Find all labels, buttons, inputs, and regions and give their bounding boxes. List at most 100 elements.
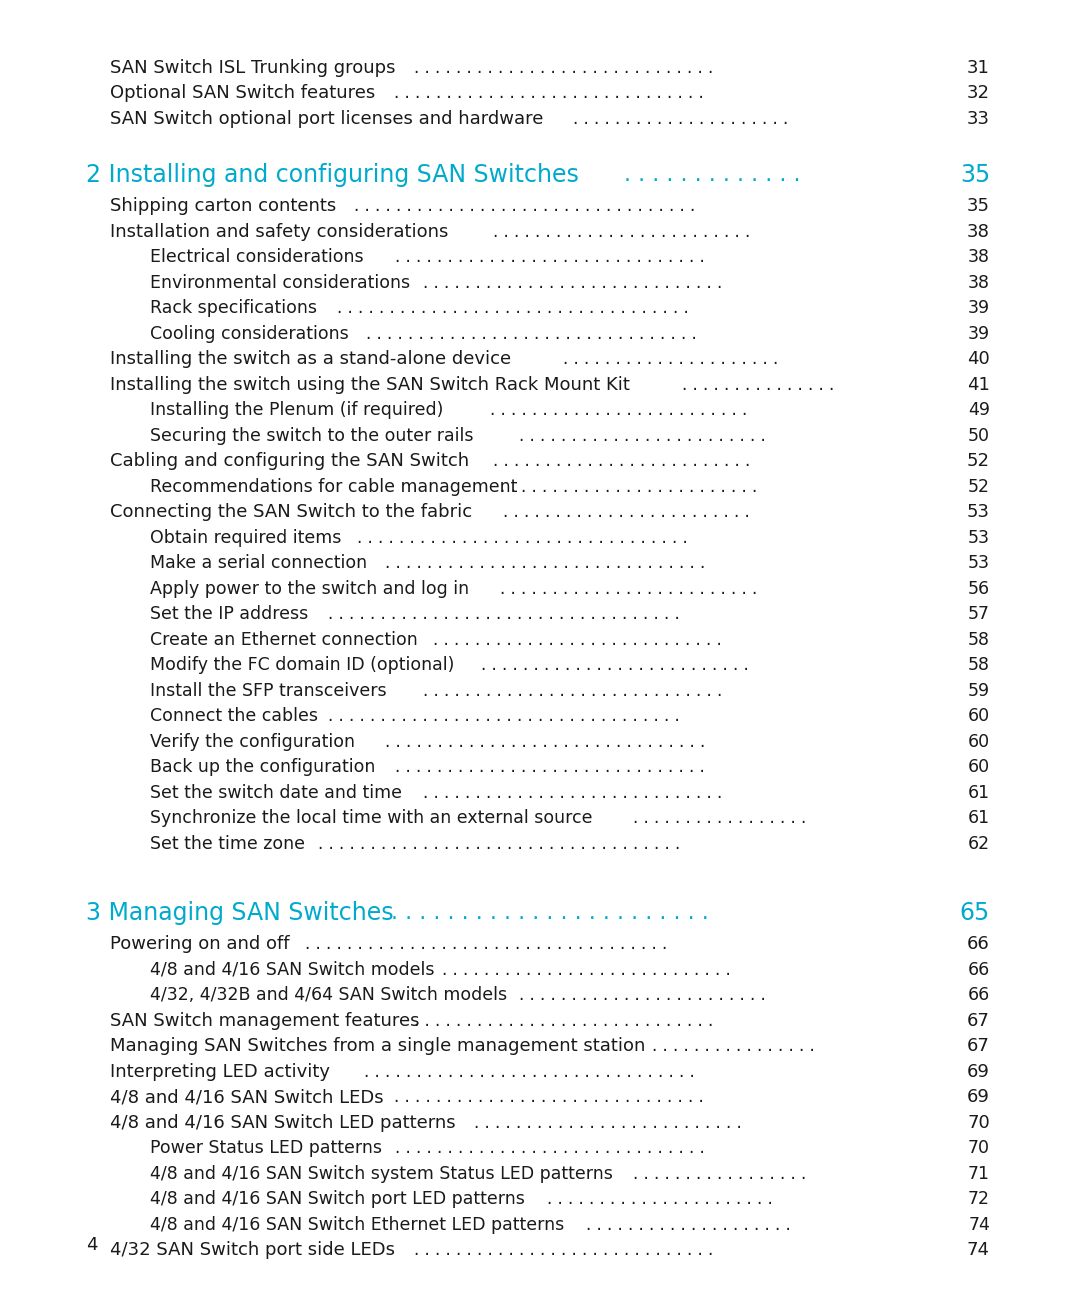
Text: 52: 52: [967, 452, 990, 470]
Text: Set the switch date and time: Set the switch date and time: [150, 784, 402, 802]
Text: . . . . . . . . . . . . . . . . . . . . . . . . . . . . . . . . . .: . . . . . . . . . . . . . . . . . . . . …: [337, 299, 694, 318]
Text: 32: 32: [967, 84, 990, 102]
Text: 67: 67: [967, 1012, 990, 1030]
Text: Recommendations for cable management: Recommendations for cable management: [150, 478, 517, 496]
Text: 33: 33: [967, 110, 990, 128]
Text: 65: 65: [960, 901, 990, 925]
Text: 69: 69: [967, 1063, 990, 1081]
Text: 31: 31: [967, 60, 990, 76]
Text: 60: 60: [968, 708, 990, 726]
Text: SAN Switch management features: SAN Switch management features: [110, 1012, 419, 1030]
Text: . . . . . . . . . . . . . . . .: . . . . . . . . . . . . . . . .: [652, 1037, 820, 1055]
Text: Back up the configuration: Back up the configuration: [150, 758, 376, 776]
Text: . . . . . . . . . . . . . . . . . . . . . . . . . . . . .: . . . . . . . . . . . . . . . . . . . . …: [423, 784, 728, 802]
Text: . . . . . . . . . . . . . . . . . . . . .: . . . . . . . . . . . . . . . . . . . . …: [572, 110, 794, 128]
Text: Rack specifications: Rack specifications: [150, 299, 318, 318]
Text: Connecting the SAN Switch to the fabric: Connecting the SAN Switch to the fabric: [110, 503, 472, 521]
Text: Optional SAN Switch features: Optional SAN Switch features: [110, 84, 375, 102]
Text: 66: 66: [968, 960, 990, 978]
Text: 50: 50: [968, 426, 990, 445]
Text: SAN Switch optional port licenses and hardware: SAN Switch optional port licenses and ha…: [110, 110, 543, 128]
Text: Apply power to the switch and log in: Apply power to the switch and log in: [150, 579, 469, 597]
Text: . . . . . . . . . . . . . . . . . . . . . . . . . . . . . . . . .: . . . . . . . . . . . . . . . . . . . . …: [354, 197, 701, 215]
Text: 61: 61: [968, 784, 990, 802]
Text: Install the SFP transceivers: Install the SFP transceivers: [150, 682, 387, 700]
Text: . . . . . . . . . . . . . . . . .: . . . . . . . . . . . . . . . . .: [634, 809, 812, 827]
Text: Cooling considerations: Cooling considerations: [150, 325, 349, 343]
Text: 70: 70: [968, 1139, 990, 1157]
Text: 62: 62: [968, 835, 990, 853]
Text: 41: 41: [967, 376, 990, 394]
Text: Connect the cables: Connect the cables: [150, 708, 318, 726]
Text: 49: 49: [968, 402, 990, 420]
Text: Set the time zone: Set the time zone: [150, 835, 305, 853]
Text: 38: 38: [968, 273, 990, 292]
Text: . . . . . . . . . . . . . . . . . . . . . . . . .: . . . . . . . . . . . . . . . . . . . . …: [494, 223, 756, 241]
Text: 69: 69: [967, 1089, 990, 1107]
Text: . . . . . . . . . . . . . . . . . . . . . . . .: . . . . . . . . . . . . . . . . . . . . …: [518, 986, 771, 1004]
Text: 39: 39: [968, 325, 990, 343]
Text: . . . . . . . . . . . . . . . . . . . . . . . . . . . . .: . . . . . . . . . . . . . . . . . . . . …: [423, 273, 728, 292]
Text: . . . . . . . . . . . . . . . . . . . . . . . . . . . . . . . .: . . . . . . . . . . . . . . . . . . . . …: [364, 1063, 700, 1081]
Text: 53: 53: [967, 503, 990, 521]
Text: Synchronize the local time with an external source: Synchronize the local time with an exter…: [150, 809, 593, 827]
Text: 4/32 SAN Switch port side LEDs: 4/32 SAN Switch port side LEDs: [110, 1242, 395, 1260]
Text: 3 Managing SAN Switches: 3 Managing SAN Switches: [86, 901, 393, 925]
Text: 2 Installing and configuring SAN Switches: 2 Installing and configuring SAN Switche…: [86, 163, 579, 188]
Text: . . . . . . . . . . . . . . . . . . . . . . . . . . . . . .: . . . . . . . . . . . . . . . . . . . . …: [394, 1139, 710, 1157]
Text: 4/8 and 4/16 SAN Switch Ethernet LED patterns: 4/8 and 4/16 SAN Switch Ethernet LED pat…: [150, 1216, 564, 1234]
Text: 58: 58: [968, 631, 990, 649]
Text: Obtain required items: Obtain required items: [150, 529, 341, 547]
Text: . . . . . . . . . . . . . . . . . . . . . . . . . .: . . . . . . . . . . . . . . . . . . . . …: [473, 1113, 746, 1131]
Text: 4/8 and 4/16 SAN Switch system Status LED patterns: 4/8 and 4/16 SAN Switch system Status LE…: [150, 1165, 612, 1183]
Text: . . . . . . . . . . . . . . . . . . . . . . . . . . . . . . . . . . .: . . . . . . . . . . . . . . . . . . . . …: [305, 936, 672, 954]
Text: . . . . . . . . . . . . . . . . . . . . . . . . . . . .: . . . . . . . . . . . . . . . . . . . . …: [433, 631, 727, 649]
Text: . . . . . . . . . . . . . . . . . . . . .: . . . . . . . . . . . . . . . . . . . . …: [563, 350, 783, 368]
Text: 70: 70: [968, 1113, 990, 1131]
Text: . . . . . . . . . . . . .: . . . . . . . . . . . . .: [624, 166, 808, 185]
Text: . . . . . . . . . . . . . . . . . . . . . . . . . . . . . . .: . . . . . . . . . . . . . . . . . . . . …: [386, 732, 711, 750]
Text: SAN Switch ISL Trunking groups: SAN Switch ISL Trunking groups: [110, 60, 395, 76]
Text: . . . . . . . . . . . . . . . . . . . . . . .: . . . . . . . . . . . . . . . . . . . . …: [391, 903, 716, 923]
Text: . . . . . . . . . . . . . . . . . . . . . . . . . . . . . .: . . . . . . . . . . . . . . . . . . . . …: [394, 758, 710, 776]
Text: 53: 53: [968, 529, 990, 547]
Text: 72: 72: [968, 1190, 990, 1208]
Text: . . . . . . . . . . . . . . . . . . . .: . . . . . . . . . . . . . . . . . . . .: [585, 1216, 796, 1234]
Text: Installing the switch using the SAN Switch Rack Mount Kit: Installing the switch using the SAN Swit…: [110, 376, 630, 394]
Text: . . . . . . . . . . . . . . . . . . . . . . . . . . . . . .: . . . . . . . . . . . . . . . . . . . . …: [394, 84, 710, 102]
Text: 60: 60: [968, 758, 990, 776]
Text: . . . . . . . . . . . . . . . . . . . . . . . . .: . . . . . . . . . . . . . . . . . . . . …: [490, 402, 753, 420]
Text: 71: 71: [968, 1165, 990, 1183]
Text: 4: 4: [86, 1236, 97, 1255]
Text: . . . . . . . . . . . . . . . . . . . . . . . .: . . . . . . . . . . . . . . . . . . . . …: [518, 426, 771, 445]
Text: . . . . . . . . . . . . . . . . . . . . . . . . . . . . . . .: . . . . . . . . . . . . . . . . . . . . …: [386, 555, 711, 573]
Text: 74: 74: [968, 1216, 990, 1234]
Text: Make a serial connection: Make a serial connection: [150, 555, 367, 573]
Text: Powering on and off: Powering on and off: [110, 936, 289, 954]
Text: Power Status LED patterns: Power Status LED patterns: [150, 1139, 382, 1157]
Text: Electrical considerations: Electrical considerations: [150, 249, 364, 266]
Text: 4/32, 4/32B and 4/64 SAN Switch models: 4/32, 4/32B and 4/64 SAN Switch models: [150, 986, 508, 1004]
Text: . . . . . . . . . . . . . . . . . . . . . . . . .: . . . . . . . . . . . . . . . . . . . . …: [500, 579, 762, 597]
Text: . . . . . . . . . . . . . . . . . . . . . . . . . . . . . . . .: . . . . . . . . . . . . . . . . . . . . …: [366, 325, 702, 343]
Text: 57: 57: [968, 605, 990, 623]
Text: 58: 58: [968, 656, 990, 674]
Text: Shipping carton contents: Shipping carton contents: [110, 197, 336, 215]
Text: Verify the configuration: Verify the configuration: [150, 732, 355, 750]
Text: 67: 67: [967, 1037, 990, 1055]
Text: . . . . . . . . . . . . . . . . . . . . . . . . . .: . . . . . . . . . . . . . . . . . . . . …: [481, 656, 754, 674]
Text: Environmental considerations: Environmental considerations: [150, 273, 410, 292]
Text: 38: 38: [968, 249, 990, 266]
Text: . . . . . . . . . . . . . . . . . . . . . . . . . . . . .: . . . . . . . . . . . . . . . . . . . . …: [414, 60, 718, 76]
Text: . . . . . . . . . . . . . . . . . . . . . . . . . . . . . .: . . . . . . . . . . . . . . . . . . . . …: [394, 249, 710, 266]
Text: Installing the switch as a stand-alone device: Installing the switch as a stand-alone d…: [110, 350, 511, 368]
Text: 38: 38: [967, 223, 990, 241]
Text: . . . . . . . . . . . . . . . . . . . . . . . .: . . . . . . . . . . . . . . . . . . . . …: [503, 503, 755, 521]
Text: . . . . . . . . . . . . . . . . . . . . . . . . .: . . . . . . . . . . . . . . . . . . . . …: [500, 478, 762, 496]
Text: 60: 60: [968, 732, 990, 750]
Text: 4/8 and 4/16 SAN Switch models: 4/8 and 4/16 SAN Switch models: [150, 960, 434, 978]
Text: 4/8 and 4/16 SAN Switch LED patterns: 4/8 and 4/16 SAN Switch LED patterns: [110, 1113, 456, 1131]
Text: 39: 39: [968, 299, 990, 318]
Text: 4/8 and 4/16 SAN Switch port LED patterns: 4/8 and 4/16 SAN Switch port LED pattern…: [150, 1190, 525, 1208]
Text: 53: 53: [968, 555, 990, 573]
